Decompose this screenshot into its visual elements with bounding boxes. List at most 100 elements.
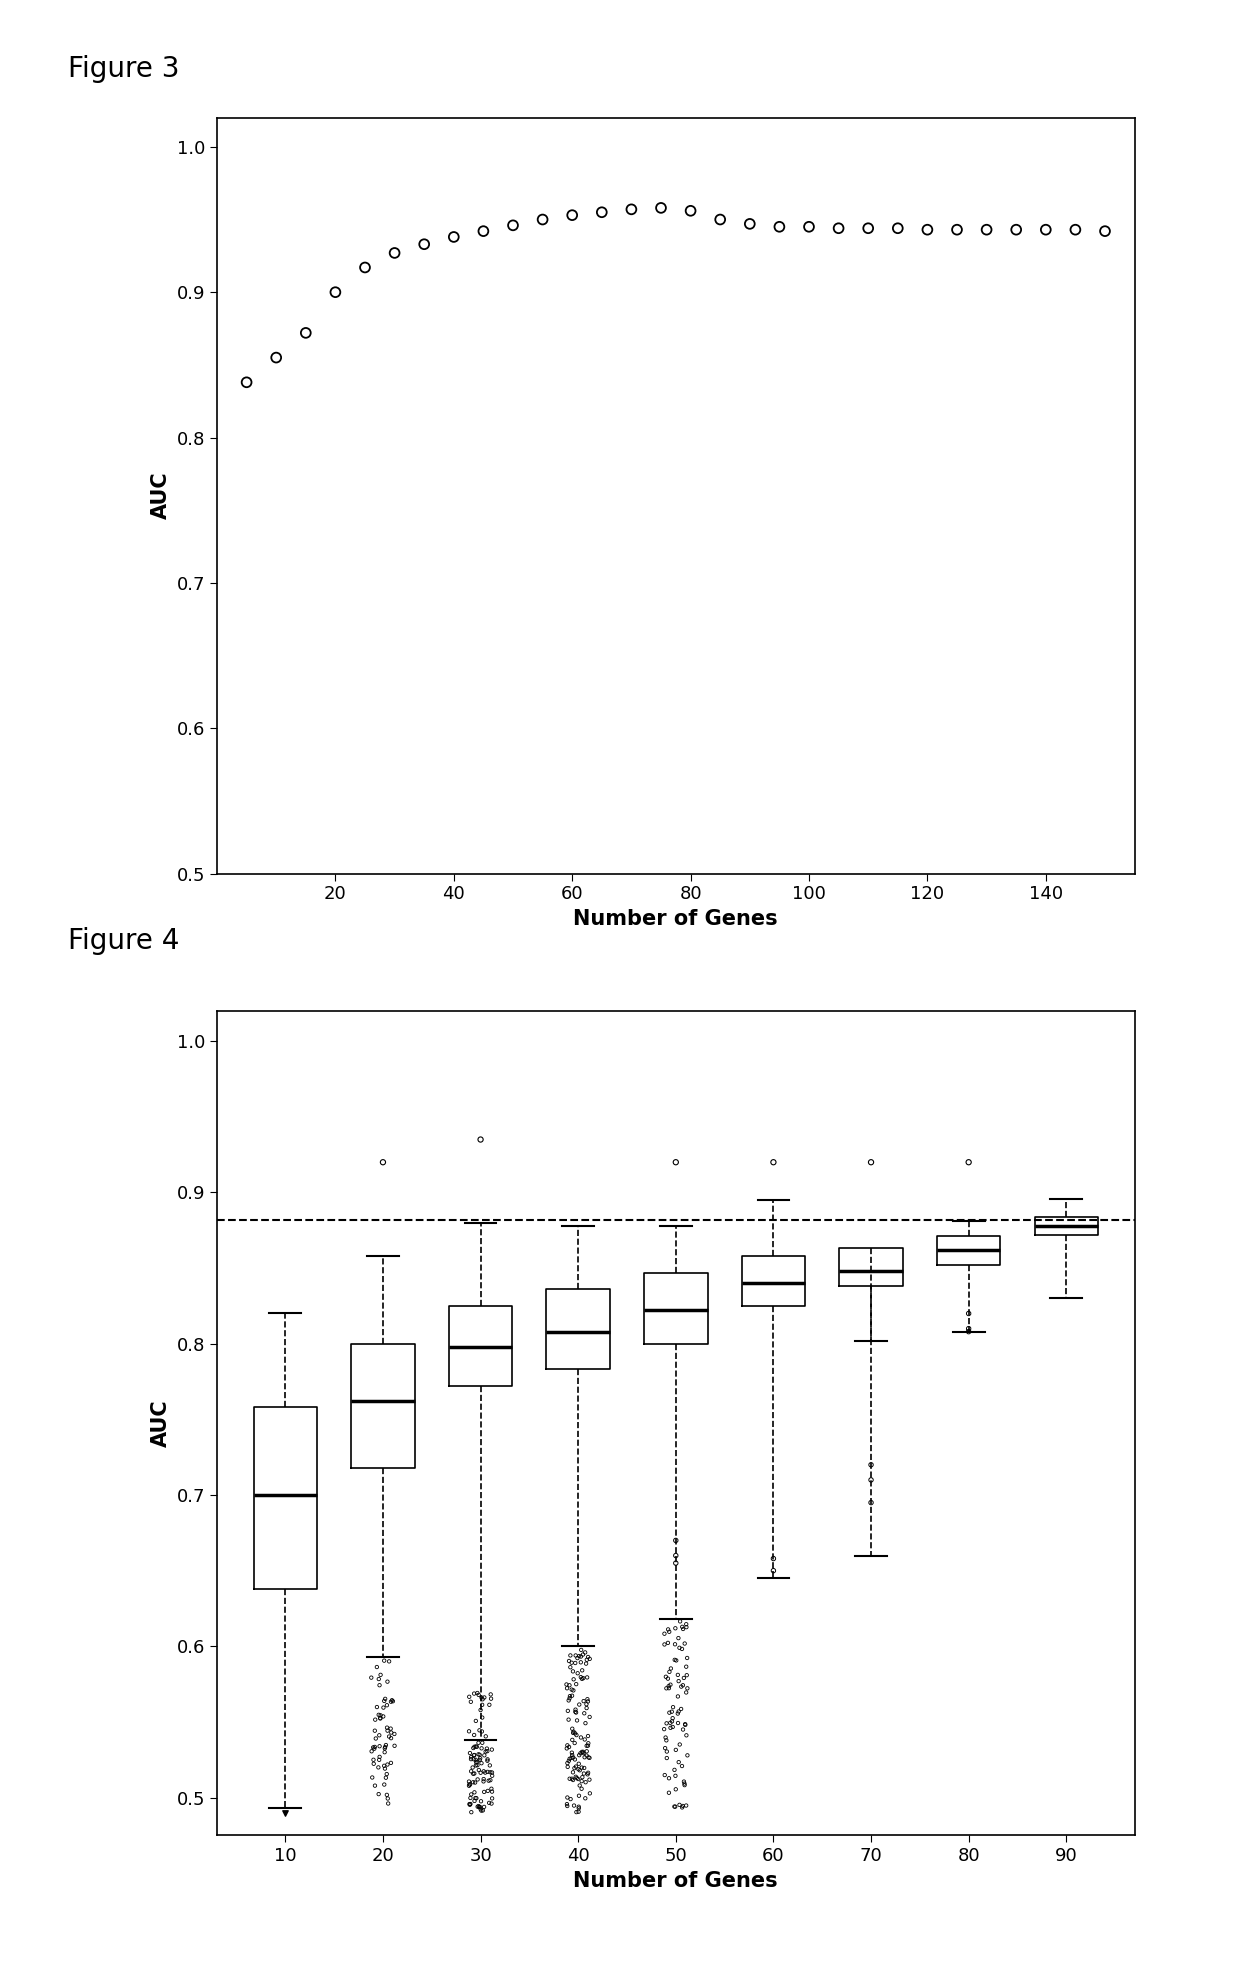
Point <box>477 1757 497 1788</box>
Point <box>655 1759 675 1790</box>
Point <box>572 1635 591 1667</box>
Point <box>563 1718 583 1749</box>
Point <box>467 1676 487 1708</box>
Point <box>373 1692 393 1724</box>
Point <box>677 1612 697 1643</box>
Point <box>365 1731 384 1763</box>
Point <box>444 222 464 253</box>
Point <box>660 1657 680 1688</box>
Point <box>562 1737 582 1769</box>
Point <box>367 1692 387 1724</box>
Point <box>365 1716 384 1747</box>
Point <box>676 1608 696 1639</box>
Point <box>658 1777 678 1808</box>
Point <box>560 1639 580 1671</box>
Point <box>657 1708 677 1739</box>
Point <box>574 1753 594 1784</box>
Point <box>565 1696 585 1727</box>
Point <box>621 194 641 226</box>
Point <box>481 1788 501 1820</box>
Point <box>374 1684 394 1716</box>
Point <box>466 1749 486 1780</box>
Point <box>657 1735 677 1767</box>
Point <box>578 1720 598 1751</box>
Point <box>461 1778 481 1810</box>
Point <box>384 1718 404 1749</box>
Point <box>564 1753 584 1784</box>
Point <box>480 1757 500 1788</box>
Point <box>828 212 848 243</box>
Point <box>376 1731 396 1763</box>
Point <box>568 1763 588 1794</box>
Point <box>470 1745 490 1777</box>
Point <box>325 277 345 308</box>
Point <box>1035 214 1055 245</box>
X-axis label: Number of Genes: Number of Genes <box>573 909 779 928</box>
Point <box>675 1663 694 1694</box>
Point <box>574 1698 594 1729</box>
Point <box>470 1792 490 1824</box>
Point <box>977 214 997 245</box>
Point <box>661 1708 681 1739</box>
Point <box>368 1700 388 1731</box>
Point <box>296 318 316 349</box>
Point <box>374 1753 394 1784</box>
Point <box>472 1794 492 1826</box>
Point <box>362 1761 382 1792</box>
Point <box>660 1616 680 1647</box>
Point <box>574 1741 594 1773</box>
Point <box>565 1751 585 1782</box>
Point <box>559 1671 579 1702</box>
Point <box>858 212 878 243</box>
Point <box>480 1688 500 1720</box>
Point <box>481 1682 501 1714</box>
Point <box>572 1735 591 1767</box>
Point <box>711 204 730 236</box>
Point <box>461 1686 481 1718</box>
Point <box>481 1773 501 1804</box>
Point <box>377 1690 397 1722</box>
Point <box>668 1665 688 1696</box>
Point <box>470 1714 490 1745</box>
Point <box>677 1720 697 1751</box>
Point <box>557 1669 577 1700</box>
Point <box>662 1706 682 1737</box>
Point <box>463 1751 482 1782</box>
Point <box>464 1720 484 1751</box>
Point <box>575 1782 595 1814</box>
Point <box>663 1712 683 1743</box>
Point <box>670 1631 689 1663</box>
Point <box>666 1547 686 1578</box>
Point <box>374 1751 394 1782</box>
Point <box>461 1743 481 1775</box>
Point <box>376 1729 396 1761</box>
Point <box>557 1672 577 1704</box>
Point <box>567 1669 587 1700</box>
Point <box>370 1669 389 1700</box>
Point <box>575 1708 595 1739</box>
Point <box>658 1627 678 1659</box>
Point <box>363 1743 383 1775</box>
Point <box>477 1733 497 1765</box>
Point <box>668 1659 688 1690</box>
Point <box>557 1733 577 1765</box>
Point <box>477 1743 497 1775</box>
Point <box>562 200 582 232</box>
Point <box>469 1678 489 1710</box>
Point <box>480 1749 500 1780</box>
Point <box>565 1647 585 1678</box>
Point <box>471 1757 491 1788</box>
Point <box>471 1125 491 1156</box>
Point <box>570 1661 590 1692</box>
Point <box>377 1759 397 1790</box>
Point <box>666 1539 686 1570</box>
X-axis label: Number of Genes: Number of Genes <box>573 1871 779 1890</box>
Point <box>373 1146 393 1178</box>
Point <box>577 1647 596 1678</box>
Point <box>672 1633 692 1665</box>
Point <box>578 1727 598 1759</box>
Point <box>574 1757 594 1788</box>
Text: Figure 4: Figure 4 <box>68 927 180 954</box>
Point <box>569 1749 589 1780</box>
Point <box>559 1682 579 1714</box>
